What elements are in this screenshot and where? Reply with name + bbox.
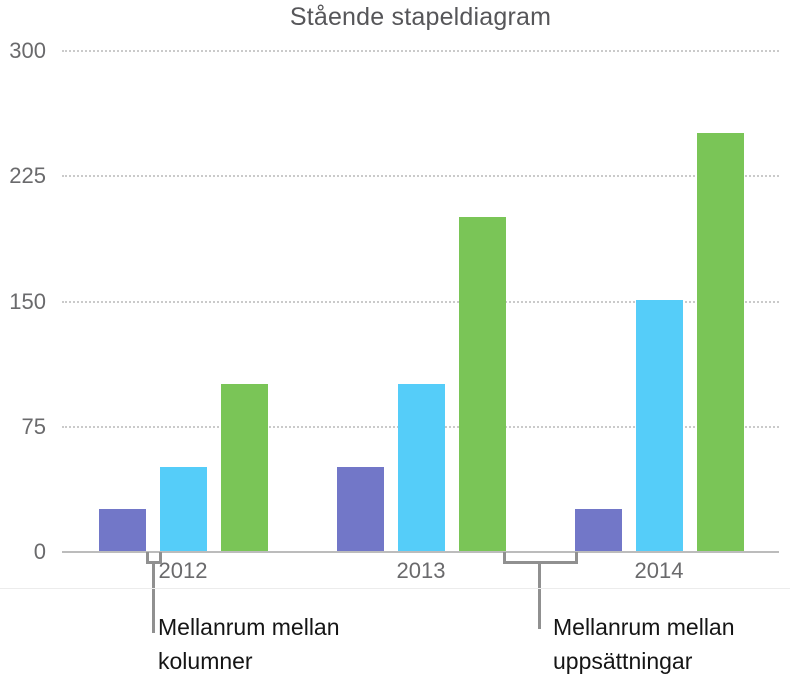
bar-2014-series2 [636,300,683,551]
bar-2013-series1 [337,467,384,551]
columns-gap-callout-line1: Mellanrum mellan [158,614,340,640]
bar-2013-series2 [398,384,445,551]
x-axis-label-2012: 2012 [158,558,208,583]
chart-title: Stående stapeldiagram [289,3,552,31]
gridline-225 [62,175,779,177]
y-axis-tick-300: 300 [9,38,46,63]
gridline-300 [62,50,779,52]
x-axis-label-2014: 2014 [634,558,684,583]
caption-divider-line [0,588,790,589]
y-axis-tick-150: 150 [9,289,46,314]
bar-2014-series3 [697,133,744,551]
columns-gap-callout: Mellanrum mellan kolumner [158,610,340,678]
sets-gap-callout-line2: uppsättningar [553,648,693,674]
bar-2014-series1 [575,509,622,551]
bar-2012-series3 [221,384,268,551]
gridline-150 [62,301,779,303]
bar-2012-series2 [160,467,207,551]
sets-gap-leader-line [538,562,541,629]
y-axis-tick-75: 75 [21,414,46,439]
bar-2013-series3 [459,217,506,551]
sets-gap-callout-line1: Mellanrum mellan [553,614,735,640]
sets-gap-callout: Mellanrum mellan uppsättningar [553,610,735,678]
x-axis-line [62,551,779,553]
bar-2012-series1 [99,509,146,551]
y-axis-tick-0: 0 [33,539,46,564]
y-axis-tick-225: 225 [9,163,46,188]
columns-gap-leader-line [152,562,155,633]
columns-gap-callout-line2: kolumner [158,648,253,674]
x-axis-label-2013: 2013 [396,558,446,583]
